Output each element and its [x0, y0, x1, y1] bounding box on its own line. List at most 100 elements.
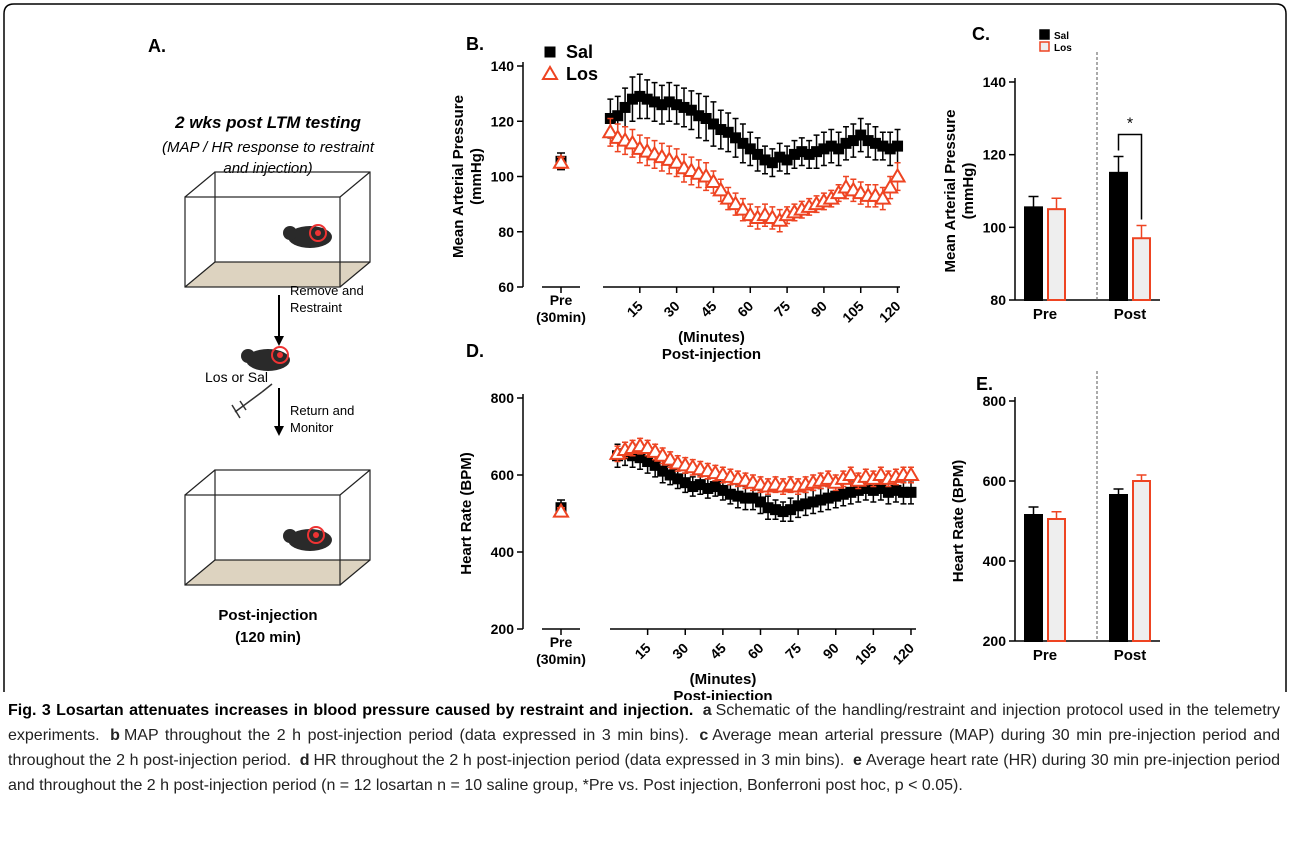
marker: [781, 154, 793, 166]
y-tick-label: 140: [983, 74, 1007, 90]
caption-text: HR throughout the 2 h post-injection per…: [313, 752, 845, 769]
y-tick-label: 80: [498, 224, 514, 240]
marker: [759, 154, 771, 166]
end-title: Post-injection: [218, 607, 317, 624]
caption-label: b: [110, 727, 120, 744]
marker: [544, 46, 556, 58]
x-tick-label: 75: [782, 640, 804, 662]
marker: [739, 492, 751, 504]
marker: [752, 148, 764, 160]
pre-label: Pre: [550, 292, 573, 308]
caption-text: Average heart rate (HR) during 30 min pr…: [8, 752, 1281, 794]
error-bar: [1113, 155, 1124, 174]
figure: A. 2 wks post LTM testing (MAP / HR resp…: [3, 3, 1287, 700]
x-tick-label: 105: [839, 298, 867, 326]
x-tick-label: Pre: [1033, 306, 1057, 323]
panel-label: B.: [466, 34, 484, 54]
marker: [884, 143, 896, 155]
marker: [762, 502, 774, 514]
marker: [700, 112, 712, 124]
significance-bracket: [1117, 133, 1143, 220]
marker: [788, 148, 800, 160]
x-tick-label: 45: [707, 640, 729, 662]
y-tick-label: 400: [491, 544, 515, 560]
bar: [1109, 171, 1128, 301]
y-tick-label: 200: [983, 633, 1007, 649]
x-tick-label: Post: [1114, 306, 1147, 323]
marker: [641, 93, 653, 105]
marker: [664, 469, 676, 481]
caption-text: Schematic of the handling/restraint and …: [8, 702, 1281, 744]
marker: [709, 481, 721, 493]
caption-text: MAP throughout the 2 h post-injection pe…: [123, 727, 689, 744]
treatment-label: Los or Sal: [205, 369, 268, 385]
legend-swatch: [1039, 29, 1050, 40]
bar: [1047, 208, 1066, 302]
marker: [825, 140, 837, 152]
panel-label: A.: [148, 36, 166, 56]
marker: [552, 502, 570, 518]
y-tick-label: 200: [491, 621, 515, 637]
marker: [845, 486, 857, 498]
y-tick-label: 60: [498, 279, 514, 295]
x-tick-label: 45: [697, 298, 719, 320]
marker: [724, 488, 736, 500]
y-tick-label: 120: [491, 113, 515, 129]
marker: [770, 504, 782, 516]
marker: [800, 498, 812, 510]
schematic: A. 2 wks post LTM testing (MAP / HR resp…: [148, 36, 374, 646]
arrow-head: [274, 336, 284, 346]
y-axis-label: (mmHg): [960, 163, 977, 220]
x-tick-label: 90: [820, 640, 842, 662]
x-tick-label: 15: [631, 640, 653, 662]
marker: [656, 99, 668, 111]
marker: [685, 104, 697, 116]
marker: [712, 181, 730, 197]
x-tick-label: 30: [669, 640, 691, 662]
marker: [754, 496, 766, 508]
y-axis-label: (mmHg): [468, 148, 485, 205]
x-axis-label: (Minutes): [690, 671, 757, 688]
marker: [877, 140, 889, 152]
pre-label: (30min): [536, 651, 586, 667]
marker: [734, 200, 752, 216]
marker: [694, 479, 706, 491]
marker: [837, 488, 849, 500]
marker: [807, 496, 819, 508]
marker: [737, 137, 749, 149]
marker: [732, 490, 744, 502]
marker: [679, 477, 691, 489]
error-bar: [1051, 511, 1062, 520]
significance-label: *: [1127, 115, 1133, 132]
marker: [715, 124, 727, 136]
marker: [671, 99, 683, 111]
bar: [1024, 206, 1043, 302]
schematic-subtitle: (MAP / HR response to restraint and inje…: [161, 139, 374, 177]
y-axis-label: Mean Arterial Pressure: [942, 110, 959, 273]
y-tick-label: 600: [983, 473, 1007, 489]
mouse-icon: [241, 346, 290, 371]
marker: [890, 484, 902, 496]
x-tick-label: 120: [889, 640, 917, 668]
marker: [803, 148, 815, 160]
x-axis-label: Post-injection: [662, 346, 761, 363]
y-tick-label: 400: [983, 553, 1007, 569]
marker: [777, 506, 789, 518]
marker: [830, 490, 842, 502]
marker: [881, 178, 899, 194]
marker: [649, 96, 661, 108]
caption-text: Average mean arterial pressure (MAP) dur…: [8, 727, 1280, 769]
marker: [847, 135, 859, 147]
marker: [842, 466, 860, 481]
marker: [822, 492, 834, 504]
marker: [667, 153, 686, 169]
end-subtitle: (120 min): [235, 629, 301, 646]
schematic-subtitle-box: (MAP / HR response to restraint and inje…: [161, 139, 374, 177]
marker: [687, 481, 699, 493]
marker: [774, 151, 786, 163]
x-axis-label: Post-injection: [673, 688, 772, 700]
marker: [818, 143, 830, 155]
x-tick-label: 15: [624, 298, 646, 320]
y-tick-label: 100: [983, 219, 1007, 235]
x-axis-label: (Minutes): [678, 329, 745, 346]
